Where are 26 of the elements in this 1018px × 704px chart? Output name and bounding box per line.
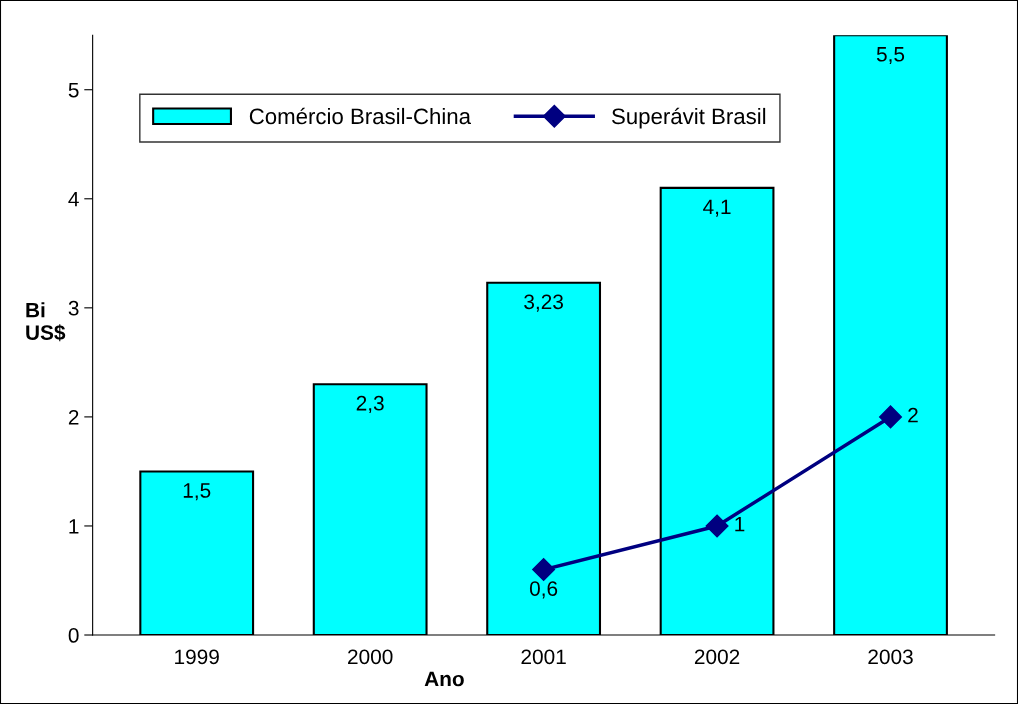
data-label: 2,3 (356, 395, 384, 414)
x-tick-label: 2000 (348, 649, 393, 665)
point (532, 558, 556, 582)
x-tick-label: 1999 (175, 649, 219, 665)
legend-label: Superávit Brasil (612, 107, 766, 129)
y-axis-title: Bi US$ (26, 302, 66, 342)
data-label: 1 (735, 517, 745, 532)
x-tick-label: 2001 (521, 649, 566, 665)
x-tick-label: 2003 (868, 649, 913, 665)
point (879, 405, 903, 429)
point (705, 514, 729, 538)
data-label: 5,5 (876, 47, 905, 65)
x-tick-label: 2002 (694, 649, 740, 665)
data-label: 3,23 (524, 294, 563, 312)
y-tick-label: 0 (68, 628, 79, 643)
data-label: 1,5 (183, 483, 211, 501)
data-label: 0,6 (529, 581, 558, 599)
y-tick-label: 5 (68, 82, 79, 98)
y-tick-label: 4 (68, 192, 79, 207)
data-label: 4,1 (703, 199, 731, 217)
y-tick-label: 2 (68, 409, 79, 425)
legend-label: Comércio Brasil-China (249, 107, 471, 125)
x-axis-title: Ano (424, 671, 464, 687)
y-tick-label: 3 (68, 300, 79, 316)
y-tick-label: 1 (69, 519, 79, 534)
data-label: 2 (908, 407, 918, 423)
